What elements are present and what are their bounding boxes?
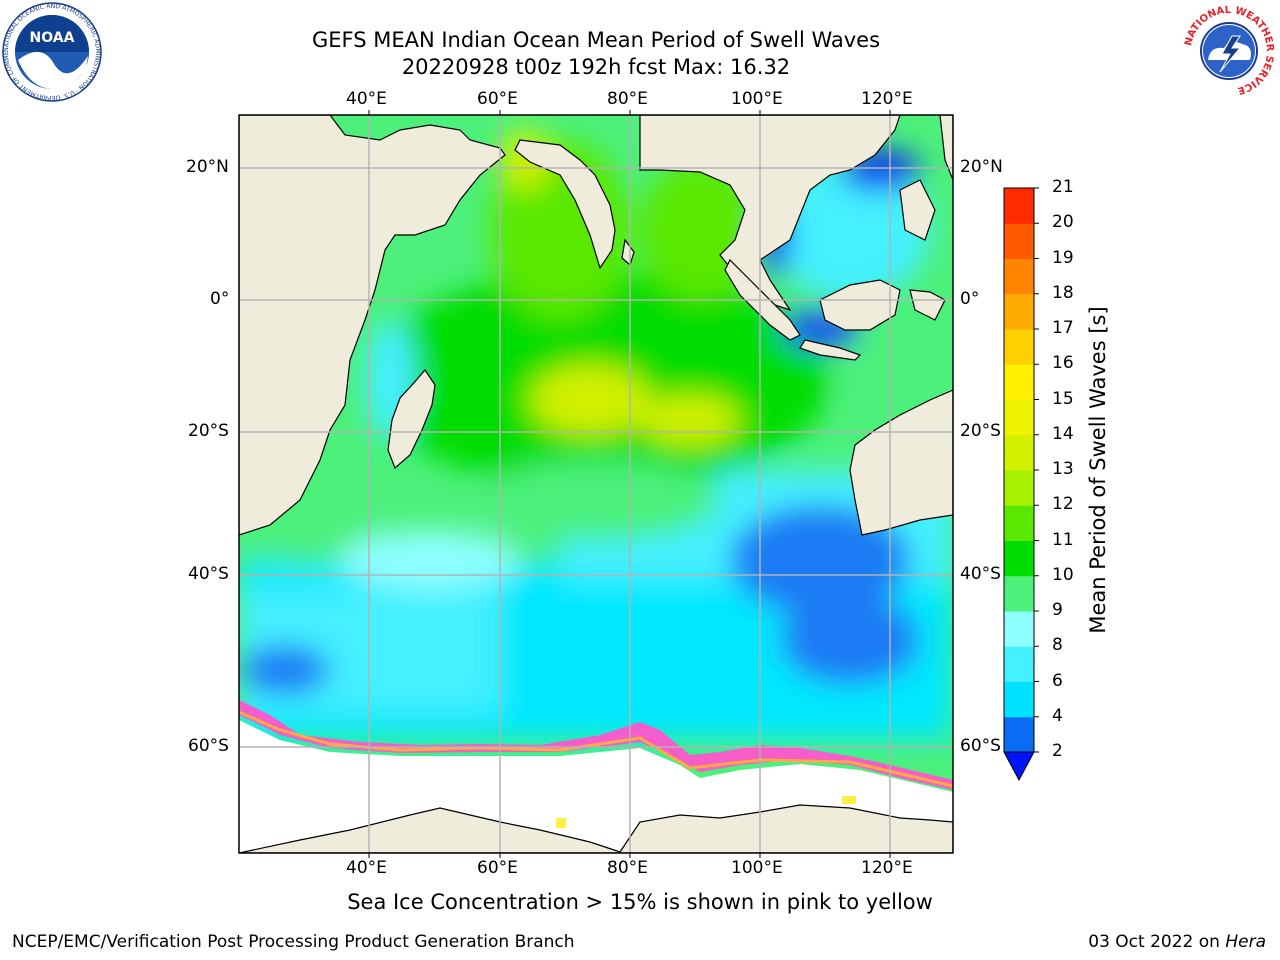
colorbar-tick-label: 6 xyxy=(1052,670,1063,691)
footer-left: NCEP/EMC/Verification Post Processing Pr… xyxy=(12,932,575,952)
footer-date: 03 Oct 2022 on xyxy=(1088,932,1226,952)
lat-label-right: 60°S xyxy=(960,736,1001,756)
lon-label-bottom: 40°E xyxy=(346,858,387,878)
lat-label-left: 0° xyxy=(210,289,230,309)
lon-label-bottom: 100°E xyxy=(731,858,783,878)
colorbar-band xyxy=(1004,223,1034,259)
lat-label-left: 60°S xyxy=(188,736,229,756)
lon-label-bottom: 80°E xyxy=(607,858,648,878)
colorbar-tick-label: 13 xyxy=(1052,459,1074,479)
africa-land xyxy=(239,115,506,536)
colorbar-tick-label: 4 xyxy=(1052,705,1063,726)
map-title: GEFS MEAN Indian Ocean Mean Period of Sw… xyxy=(311,28,881,52)
colorbar-tick-label: 10 xyxy=(1052,564,1074,585)
colorbar-tick-label: 19 xyxy=(1052,247,1074,268)
lon-label-top: 40°E xyxy=(346,89,387,109)
madagascar-land xyxy=(387,369,436,470)
india-land xyxy=(514,139,616,270)
colorbar-band xyxy=(1004,329,1034,365)
colorbar-band xyxy=(1004,716,1034,753)
colorbar-tick-label: 8 xyxy=(1052,635,1063,656)
colorbar-band xyxy=(1004,681,1034,718)
lat-label-left: 20°N xyxy=(186,157,229,177)
lat-label-right: 20°N xyxy=(960,157,1003,177)
colorbar-band xyxy=(1004,434,1034,471)
colorbar-tick-label: 9 xyxy=(1052,600,1063,620)
noaa-logo-text: NOAA xyxy=(30,30,75,46)
colorbar xyxy=(1003,187,1039,782)
colorbar-band xyxy=(1004,399,1034,436)
land-masses xyxy=(239,115,953,853)
colorbar-band xyxy=(1004,505,1034,541)
southeast-asia-land xyxy=(639,115,901,312)
colorbar-band xyxy=(1004,470,1034,506)
colorbar-band xyxy=(1004,540,1034,577)
colorbar-tick-label: 12 xyxy=(1052,494,1074,515)
noaa-logo: NATIONAL OCEANIC AND ATMOSPHERIC ADMINIS… xyxy=(0,0,102,102)
colorbar-tick-label: 18 xyxy=(1052,282,1074,303)
lat-label-left: 40°S xyxy=(188,564,229,584)
footer-right: 03 Oct 2022 on Hera xyxy=(1088,932,1266,952)
lat-label-right: 0° xyxy=(960,289,980,309)
colorbar-band xyxy=(1004,258,1034,295)
lat-label-right: 20°S xyxy=(960,421,1001,441)
colorbar-band xyxy=(1004,293,1034,330)
lon-label-top: 120°E xyxy=(861,89,913,109)
graticule xyxy=(239,115,953,853)
colorbar-tick-label: 14 xyxy=(1052,423,1074,444)
colorbar-tick-label: 20 xyxy=(1052,212,1074,233)
colorbar-title: Mean Period of Swell Waves [s] xyxy=(1086,306,1110,634)
colorbar-tick-label: 15 xyxy=(1052,388,1074,409)
colorbar-band xyxy=(1004,611,1034,647)
lon-label-top: 80°E xyxy=(607,89,648,109)
colorbar-tick-label: 11 xyxy=(1052,529,1074,550)
lon-label-bottom: 60°E xyxy=(477,858,518,878)
lon-label-top: 100°E xyxy=(731,89,783,109)
lat-label-left: 20°S xyxy=(188,421,229,441)
colorbar-tick-label: 16 xyxy=(1052,353,1074,374)
nws-logo: NATIONAL WEATHER SERVICE xyxy=(1180,2,1278,100)
colorbar-tick-label: 17 xyxy=(1052,318,1074,338)
map-frame xyxy=(238,114,954,854)
map-subtitle: 20220928 t00z 192h fcst Max: 16.32 xyxy=(401,55,791,79)
sea-ice-caption: Sea Ice Concentration > 15% is shown in … xyxy=(347,890,933,914)
colorbar-band xyxy=(1004,188,1034,224)
colorbar-tick-label: 2 xyxy=(1052,741,1063,761)
lat-label-right: 40°S xyxy=(960,564,1001,584)
footer-machine: Hera xyxy=(1225,932,1266,952)
lon-label-top: 60°E xyxy=(477,89,518,109)
colorbar-band xyxy=(1004,364,1034,400)
antarctica-land xyxy=(239,804,953,853)
colorbar-band xyxy=(1004,575,1034,612)
colorbar-extend-triangle xyxy=(1003,751,1035,782)
australia-land xyxy=(849,389,953,536)
colorbar-band xyxy=(1004,646,1034,682)
lon-label-bottom: 120°E xyxy=(861,858,913,878)
colorbar-tick-label: 21 xyxy=(1052,177,1074,197)
